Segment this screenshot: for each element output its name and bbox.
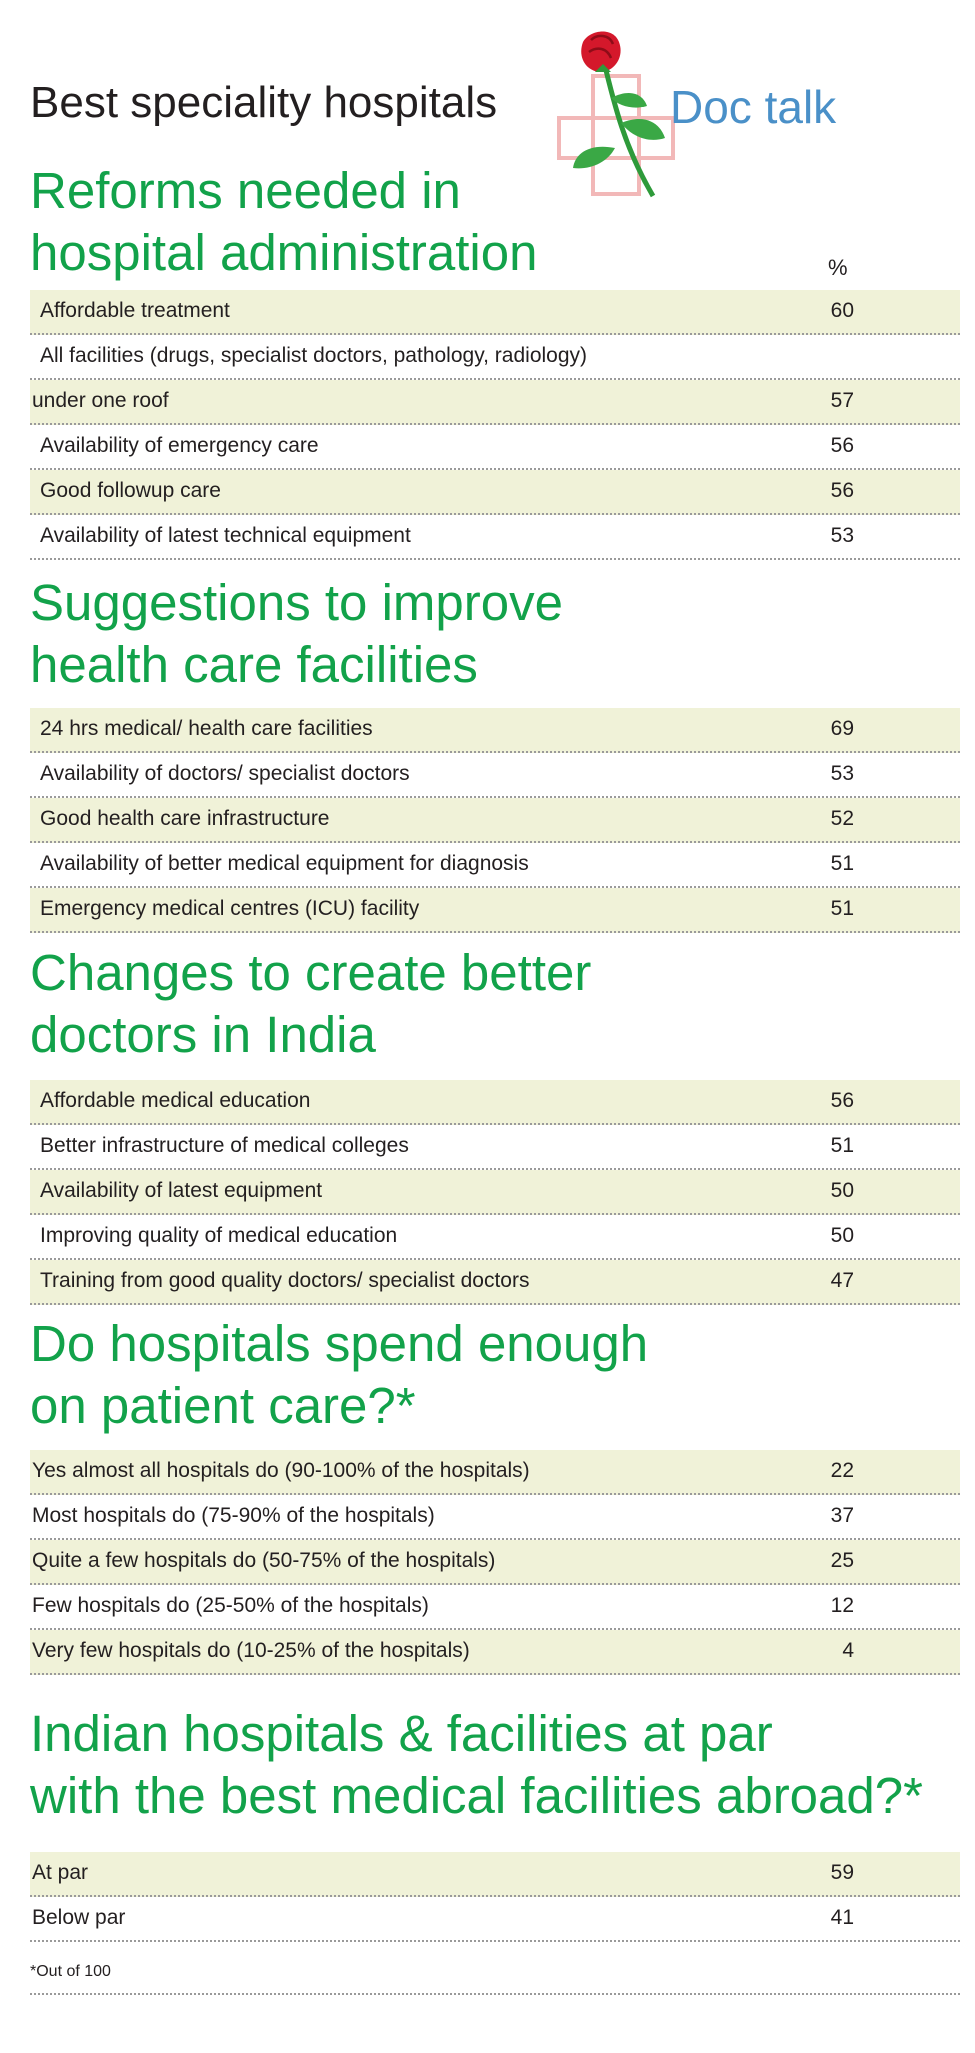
- par-table: At par 59 Below par 41: [30, 1852, 960, 1942]
- row-label: Affordable treatment: [40, 299, 230, 322]
- table-row: Good followup care 56: [30, 470, 960, 515]
- table-row: Few hospitals do (25-50% of the hospital…: [30, 1585, 960, 1630]
- reforms-title: Reforms needed in hospital administratio…: [30, 160, 537, 284]
- row-label: Availability of emergency care: [40, 434, 319, 457]
- row-label: Good followup care: [40, 479, 221, 502]
- row-label: Few hospitals do (25-50% of the hospital…: [32, 1594, 429, 1617]
- page-title: Best speciality hospitals: [30, 78, 498, 127]
- spend-table: Yes almost all hospitals do (90-100% of …: [30, 1450, 960, 1675]
- table-row: under one roof 57: [30, 380, 960, 425]
- row-label: At par: [32, 1861, 89, 1884]
- reforms-title-line1: Reforms needed in: [30, 162, 461, 219]
- row-value: 59: [830, 1861, 854, 1884]
- table-row: Very few hospitals do (10-25% of the hos…: [30, 1630, 960, 1675]
- table-row: Affordable medical education 56: [30, 1080, 960, 1125]
- row-label: All facilities (drugs, specialist doctor…: [40, 344, 588, 367]
- table-row: Quite a few hospitals do (50-75% of the …: [30, 1540, 960, 1585]
- row-label: Better infrastructure of medical college…: [40, 1134, 409, 1157]
- table-row: Below par 41: [30, 1897, 960, 1942]
- row-value: 69: [830, 717, 854, 740]
- row-value: 41: [830, 1906, 854, 1929]
- row-label: 24 hrs medical/ health care facilities: [40, 717, 373, 740]
- row-value: 47: [830, 1269, 854, 1292]
- row-value: 56: [830, 479, 854, 502]
- row-label: Below par: [32, 1906, 126, 1929]
- changes-title-line2: doctors in India: [30, 1006, 376, 1063]
- table-row: Availability of better medical equipment…: [30, 843, 960, 888]
- table-row: All facilities (drugs, specialist doctor…: [30, 335, 960, 380]
- table-row: Availability of latest technical equipme…: [30, 515, 960, 560]
- suggestions-title-line1: Suggestions to improve: [30, 574, 563, 631]
- table-row: Emergency medical centres (ICU) facility…: [30, 888, 960, 933]
- row-label: Improving quality of medical education: [40, 1224, 398, 1247]
- row-value: 51: [830, 852, 854, 875]
- row-value: 56: [830, 1089, 854, 1112]
- row-value: 22: [830, 1459, 854, 1482]
- row-value: 37: [830, 1504, 854, 1527]
- row-value: 12: [830, 1594, 854, 1617]
- footnote: *Out of 100: [30, 1963, 111, 1980]
- row-label: Availability of doctors/ specialist doct…: [40, 762, 410, 785]
- row-value: 56: [830, 434, 854, 457]
- table-row: Better infrastructure of medical college…: [30, 1125, 960, 1170]
- row-label: Training from good quality doctors/ spec…: [40, 1269, 530, 1292]
- reforms-table: Affordable treatment 60 All facilities (…: [30, 290, 960, 560]
- table-row: 24 hrs medical/ health care facilities 6…: [30, 708, 960, 753]
- row-value: 53: [830, 524, 854, 547]
- row-label: Most hospitals do (75-90% of the hospita…: [32, 1504, 435, 1527]
- table-row: Training from good quality doctors/ spec…: [30, 1260, 960, 1305]
- changes-table: Affordable medical education 56 Better i…: [30, 1080, 960, 1305]
- row-label: Emergency medical centres (ICU) facility: [40, 897, 420, 920]
- row-label: Availability of latest equipment: [40, 1179, 323, 1202]
- par-title-line2: with the best medical facilities abroad?…: [30, 1767, 923, 1824]
- table-row: Most hospitals do (75-90% of the hospita…: [30, 1495, 960, 1540]
- changes-title: Changes to create better doctors in Indi…: [30, 942, 591, 1066]
- row-label: Affordable medical education: [40, 1089, 311, 1112]
- row-value: 51: [830, 1134, 854, 1157]
- table-row: Improving quality of medical education 5…: [30, 1215, 960, 1260]
- table-row: Availability of emergency care 56: [30, 425, 960, 470]
- row-value: 51: [830, 897, 854, 920]
- row-label: under one roof: [32, 389, 169, 412]
- spend-title: Do hospitals spend enough on patient car…: [30, 1313, 648, 1437]
- footnote-divider: [30, 1993, 960, 1995]
- par-title: Indian hospitals & facilities at par wit…: [30, 1703, 923, 1827]
- row-label: Availability of latest technical equipme…: [40, 524, 411, 547]
- row-label: Very few hospitals do (10-25% of the hos…: [32, 1639, 470, 1662]
- logo-text: Doc talk: [670, 81, 837, 133]
- row-label: Quite a few hospitals do (50-75% of the …: [32, 1549, 496, 1572]
- table-row: Good health care infrastructure 52: [30, 798, 960, 843]
- table-row: Affordable treatment 60: [30, 290, 960, 335]
- row-value: 50: [830, 1224, 854, 1247]
- row-label: Good health care infrastructure: [40, 807, 330, 830]
- row-value: 57: [830, 389, 854, 412]
- suggestions-title: Suggestions to improve health care facil…: [30, 572, 563, 696]
- row-value: 60: [830, 299, 854, 322]
- row-value: 50: [830, 1179, 854, 1202]
- row-value: 52: [830, 807, 854, 830]
- rose-cross-icon: [557, 31, 675, 198]
- doc-talk-logo: Doc talk: [555, 28, 855, 203]
- table-row: Availability of latest equipment 50: [30, 1170, 960, 1215]
- reforms-title-line2: hospital administration: [30, 224, 538, 281]
- spend-title-line1: Do hospitals spend enough: [30, 1315, 649, 1372]
- percent-column-header: %: [828, 255, 848, 280]
- changes-title-line1: Changes to create better: [30, 944, 592, 1001]
- row-label: Yes almost all hospitals do (90-100% of …: [32, 1459, 530, 1482]
- table-row: At par 59: [30, 1852, 960, 1897]
- par-title-line1: Indian hospitals & facilities at par: [30, 1705, 773, 1762]
- table-row: Yes almost all hospitals do (90-100% of …: [30, 1450, 960, 1495]
- row-value: 53: [830, 762, 854, 785]
- suggestions-title-line2: health care facilities: [30, 636, 478, 693]
- row-label: Availability of better medical equipment…: [40, 852, 529, 875]
- spend-title-line2: on patient care?*: [30, 1377, 416, 1434]
- table-row: Availability of doctors/ specialist doct…: [30, 753, 960, 798]
- row-value: 4: [842, 1639, 854, 1662]
- row-value: 25: [830, 1549, 854, 1572]
- suggestions-table: 24 hrs medical/ health care facilities 6…: [30, 708, 960, 933]
